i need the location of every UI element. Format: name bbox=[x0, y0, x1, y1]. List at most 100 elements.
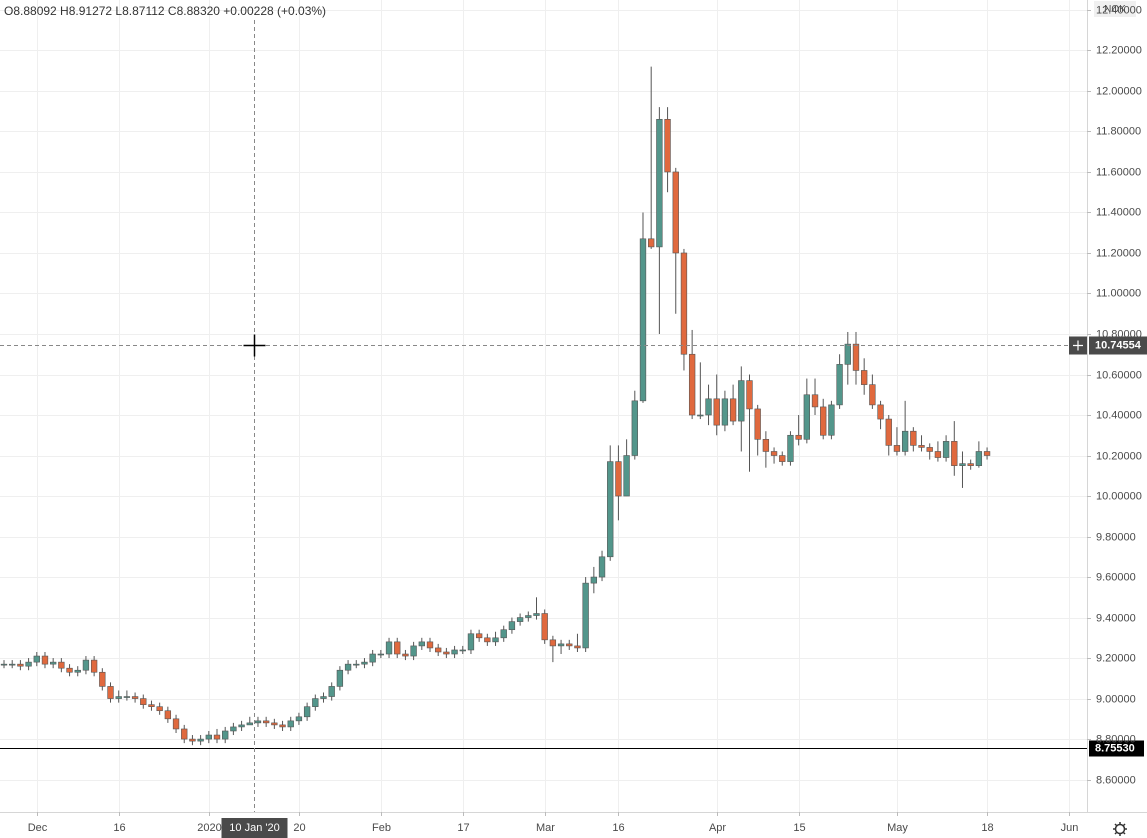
candle-body bbox=[713, 398, 720, 426]
x-tick-label: 17 bbox=[457, 822, 469, 834]
candle-body bbox=[746, 380, 753, 410]
y-tick-label: 11.80000 bbox=[1096, 125, 1141, 137]
y-tick-label: 11.00000 bbox=[1096, 287, 1141, 299]
candle-body bbox=[271, 722, 278, 726]
candle-body bbox=[328, 686, 335, 697]
candle-body bbox=[648, 238, 655, 248]
candle-body bbox=[254, 720, 262, 724]
settings-icon[interactable] bbox=[1113, 822, 1127, 836]
overlay: 8.75530 10 Jan '20 10.74554 bbox=[0, 20, 1147, 838]
y-tick-label: 10.20000 bbox=[1096, 450, 1142, 462]
candle-body bbox=[197, 738, 204, 742]
candle-body bbox=[140, 698, 147, 705]
y-tick-label: 12.00000 bbox=[1096, 85, 1142, 97]
candle-body bbox=[779, 455, 786, 462]
candle-body bbox=[99, 671, 106, 687]
x-tick-label: Dec bbox=[28, 822, 48, 834]
candle-body bbox=[164, 710, 172, 720]
candle-body bbox=[615, 461, 622, 497]
x-tick-label: 15 bbox=[793, 822, 805, 834]
candle-body bbox=[910, 430, 917, 446]
candle-body bbox=[475, 633, 483, 639]
candle-body bbox=[934, 451, 942, 458]
candle-body bbox=[770, 451, 778, 456]
candle-body bbox=[279, 724, 286, 728]
candle-body bbox=[828, 404, 835, 436]
candle-body bbox=[451, 649, 458, 655]
candle-body bbox=[721, 398, 729, 426]
candle-body bbox=[49, 661, 57, 665]
candle-body bbox=[820, 406, 827, 436]
candle-body bbox=[492, 637, 499, 643]
candle-body bbox=[901, 430, 909, 452]
candle-body bbox=[9, 663, 16, 666]
candle-body bbox=[549, 639, 557, 647]
candle-body bbox=[0, 663, 8, 666]
candle-body bbox=[754, 408, 761, 440]
candle-body bbox=[566, 643, 573, 647]
candle-body bbox=[803, 394, 810, 440]
candle-body bbox=[17, 663, 24, 667]
candle-body bbox=[598, 556, 606, 578]
y-tick-label: 9.80000 bbox=[1096, 531, 1136, 543]
candle-body bbox=[877, 404, 884, 420]
x-tick-label: Apr bbox=[709, 822, 726, 834]
y-tick-label: 11.60000 bbox=[1096, 166, 1141, 178]
gear-teeth[interactable] bbox=[1113, 822, 1127, 836]
crosshair-y-plus bbox=[1073, 340, 1083, 351]
candle-body bbox=[869, 384, 876, 406]
candle-body bbox=[688, 353, 696, 416]
x-tick-label: Feb bbox=[372, 822, 391, 834]
candle-body bbox=[697, 414, 704, 417]
candle-body bbox=[680, 252, 688, 355]
y-tick-label: 9.20000 bbox=[1096, 652, 1136, 664]
candle-body bbox=[418, 641, 425, 647]
grid bbox=[0, 0, 1087, 812]
candle-body bbox=[762, 439, 770, 452]
candle-body bbox=[181, 728, 188, 740]
candle-body bbox=[541, 613, 548, 641]
candle-body bbox=[926, 447, 933, 452]
crosshair-x-label-box bbox=[221, 818, 288, 838]
currency-label: NOK bbox=[1104, 4, 1126, 15]
candle-body bbox=[574, 645, 581, 649]
x-tick-label: 16 bbox=[113, 822, 125, 834]
candle-body bbox=[82, 659, 90, 671]
x-tick-label: 16 bbox=[612, 822, 624, 834]
horizontal-line-label: 8.75530 bbox=[1095, 742, 1135, 754]
y-tick-label: 10.40000 bbox=[1096, 409, 1142, 421]
candle-body bbox=[844, 343, 851, 365]
candle-body bbox=[246, 722, 253, 726]
candle-body bbox=[967, 463, 974, 466]
candle-body bbox=[787, 434, 794, 462]
y-tick-label: 12.20000 bbox=[1096, 44, 1142, 56]
candle-body bbox=[131, 696, 139, 699]
currency-box bbox=[1094, 1, 1136, 17]
candle-body bbox=[25, 661, 32, 667]
candle-body bbox=[312, 698, 319, 707]
candle-body bbox=[639, 238, 647, 402]
candle-body bbox=[500, 629, 507, 639]
candle-body bbox=[41, 655, 49, 665]
x-tick-label: 18 bbox=[981, 822, 993, 834]
gear[interactable] bbox=[1114, 823, 1126, 835]
candle-body bbox=[287, 720, 294, 728]
horizontal-line-label-box bbox=[1089, 740, 1144, 757]
crosshair-y-label-box bbox=[1089, 336, 1147, 355]
candle-body bbox=[705, 398, 712, 416]
candle-body bbox=[213, 734, 221, 740]
ohlc-legend: O8.88092 H8.91272 L8.87112 C8.88320 +0.0… bbox=[4, 4, 326, 18]
crosshair-y-label: 10.74554 bbox=[1095, 339, 1142, 351]
candle-body bbox=[402, 653, 409, 657]
candle-body bbox=[344, 663, 352, 671]
candle-body bbox=[443, 651, 450, 655]
y-tick-label: 10.00000 bbox=[1096, 490, 1142, 502]
candle-body bbox=[66, 667, 73, 673]
candle-body bbox=[459, 649, 466, 652]
y-tick-label: 8.80000 bbox=[1096, 733, 1136, 745]
x-tick-label: Mar bbox=[536, 822, 555, 834]
candle-body bbox=[205, 734, 212, 740]
candle-body bbox=[295, 716, 303, 722]
